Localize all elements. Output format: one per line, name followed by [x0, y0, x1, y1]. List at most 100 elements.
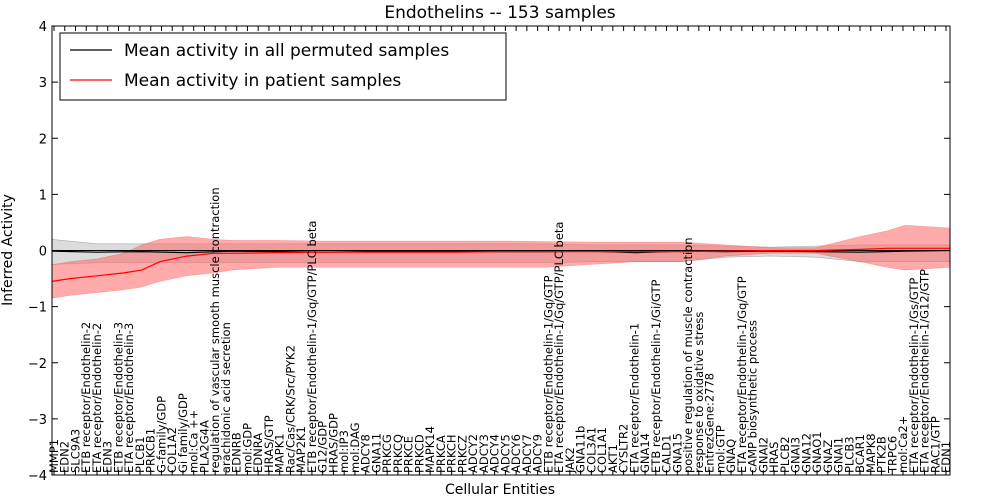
x-category-label: ETB receptor/Endothelin-1/Gq/GTP/PLC bet…: [305, 221, 319, 473]
x-category-label: CYSLTR2: [617, 424, 631, 473]
x-category-label: mol:GDP: [240, 423, 254, 473]
x-category-label: ETB receptor/Endothelin-2: [79, 322, 93, 473]
legend-label-permuted: Mean activity in all permuted samples: [124, 41, 449, 61]
x-category-label: HRAS/GTP: [262, 415, 276, 473]
x-category-label: BCAR1: [853, 434, 867, 473]
x-category-label: MAP2K1: [294, 426, 308, 473]
x-category-label: PRKCQ: [391, 434, 405, 473]
x-category-label: mol:Ca2+: [896, 416, 910, 473]
x-category-label: ADCY3: [477, 434, 491, 473]
chart-title: Endothelins -- 153 samples: [384, 3, 615, 23]
x-category-label: HRAS/GDP: [326, 413, 340, 473]
x-category-label: ADCY7: [520, 434, 534, 473]
x-category-label: ADCY5: [498, 434, 512, 473]
x-category-label: PRKCB1: [144, 428, 158, 473]
x-category-label: PLA2G4A: [198, 420, 212, 473]
x-axis-title: Cellular Entities: [445, 482, 555, 498]
x-category-label: MAPK1: [273, 433, 287, 473]
line-patient: [51, 247, 950, 282]
y-tick-label: 1: [39, 188, 47, 203]
x-category-label: mol:GTP: [713, 425, 727, 473]
x-category-label: TRPC6: [885, 436, 899, 474]
x-category-label: EDN2: [58, 441, 72, 473]
y-tick-label: 0: [39, 245, 47, 260]
x-category-label: GNA11: [369, 433, 383, 473]
x-category-label: GNAO1: [810, 431, 824, 473]
x-category-label: ETA receptor/Endothelin-2: [90, 323, 104, 473]
y-tick-label: 4: [39, 20, 47, 35]
x-category-label: PRKCD: [412, 434, 426, 473]
x-category-label: COL3A1: [584, 427, 598, 473]
x-axis-ticks: [53, 26, 947, 475]
x-category-label: GNA15: [670, 433, 684, 473]
x-category-label: PRKCG: [380, 434, 394, 473]
x-category-label: MMP1: [47, 439, 61, 473]
x-category-label: MAPK14: [423, 426, 437, 473]
x-category-label: PRKCH: [445, 434, 459, 473]
x-category-label: ADCY9: [531, 434, 545, 473]
y-axis-ticks: 4 3 2 1 0 −1 −2 −3 −4: [28, 20, 950, 484]
x-category-label: AKT1: [606, 444, 620, 473]
x-category-label: ETA receptor/Endothelin-1/G12/GTP: [918, 269, 932, 473]
y-tick-label: −4: [28, 469, 47, 484]
x-category-label: G12/GDP: [316, 421, 330, 473]
x-category-label: ETB receptor/Endothelin-1/Gq/GTP: [541, 275, 555, 473]
x-category-label: EDN1: [939, 441, 953, 473]
x-category-label: GNAI1: [832, 437, 846, 473]
band-patient: [51, 224, 951, 299]
x-category-label: mol:DAG: [348, 422, 362, 473]
x-category-label: PLCB2: [778, 436, 792, 473]
y-tick-label: −1: [28, 301, 47, 316]
x-category-label: GNA14: [638, 433, 652, 473]
legend-label-patient: Mean activity in patient samples: [124, 71, 401, 91]
x-category-label: ETA receptor/Endothelin-1: [627, 323, 641, 473]
x-category-label: mol:Ca ++: [187, 410, 201, 473]
x-category-label: PRKCA: [434, 435, 448, 473]
x-category-label: PTK2B: [875, 436, 889, 473]
series-lines: [51, 247, 951, 282]
x-category-label: response to oxidative stress: [692, 312, 706, 473]
x-category-label: ETB receptor/Endothelin-1/Gi/GTP: [649, 279, 663, 473]
x-category-label: ETA receptor/Endothelin-1/Gq/GTP: [735, 276, 749, 473]
x-category-label: positive regulation of muscle contractio…: [681, 237, 695, 473]
y-tick-label: −2: [28, 357, 47, 372]
x-category-label: PRKCE: [402, 436, 416, 473]
legend-box: [59, 32, 507, 101]
y-tick-label: −3: [28, 413, 47, 428]
x-category-label: GNAI2: [756, 437, 770, 473]
x-category-label: EDNRB: [230, 432, 244, 473]
x-category-label: SLC9A3: [69, 429, 83, 473]
x-category-label: ETA receptor/Endothelin-3: [122, 323, 136, 473]
y-tick-label: 3: [39, 76, 47, 91]
x-category-label: PLCB3: [842, 436, 856, 473]
x-category-label: GNA11b: [574, 426, 588, 473]
x-category-label: GNAI3: [789, 437, 803, 473]
x-category-label: Rac/Cas/CRK/Src/PYK2: [283, 345, 297, 473]
x-category-label: PRKCZ: [455, 435, 469, 473]
x-category-label: EntrezGene:2778: [703, 373, 717, 473]
x-category-label: CALD1: [660, 435, 674, 473]
x-category-label: GNAZ: [821, 440, 835, 473]
x-category-label: regulation of vascular smooth muscle con…: [208, 187, 222, 473]
x-category-label: ADCY8: [359, 434, 373, 473]
x-category-label: EDNRA: [251, 433, 265, 473]
x-category-label: arachidonic acid secretion: [219, 322, 233, 473]
x-category-label: PLCB1: [133, 436, 147, 473]
x-category-label: ADCY6: [509, 434, 523, 473]
x-category-label: EDN3: [101, 441, 115, 473]
x-category-label: cAMP biosynthetic process: [746, 320, 760, 473]
y-tick-label: 2: [39, 132, 47, 147]
x-category-label: ETB receptor/Endothelin-3: [112, 322, 126, 473]
x-category-label: ETA receptor/Endothelin-1/Gq/GTP/PLC bet…: [552, 222, 566, 473]
y-axis-title: Inferred Activity: [0, 194, 16, 306]
x-category-label: ETA receptor/Endothelin-1/Gs/GTP: [907, 278, 921, 473]
legend: Mean activity in all permuted samples Me…: [59, 32, 507, 101]
confidence-bands: [51, 224, 951, 299]
x-category-label: GNA12: [799, 433, 813, 473]
x-category-label: JAK2: [563, 447, 577, 474]
x-category-label: GNAQ: [724, 439, 738, 473]
x-category-label: RAC1/GTP: [928, 416, 942, 473]
x-category-label: Gi family/GDP: [176, 393, 190, 473]
x-category-label: COL1A1: [595, 427, 609, 473]
